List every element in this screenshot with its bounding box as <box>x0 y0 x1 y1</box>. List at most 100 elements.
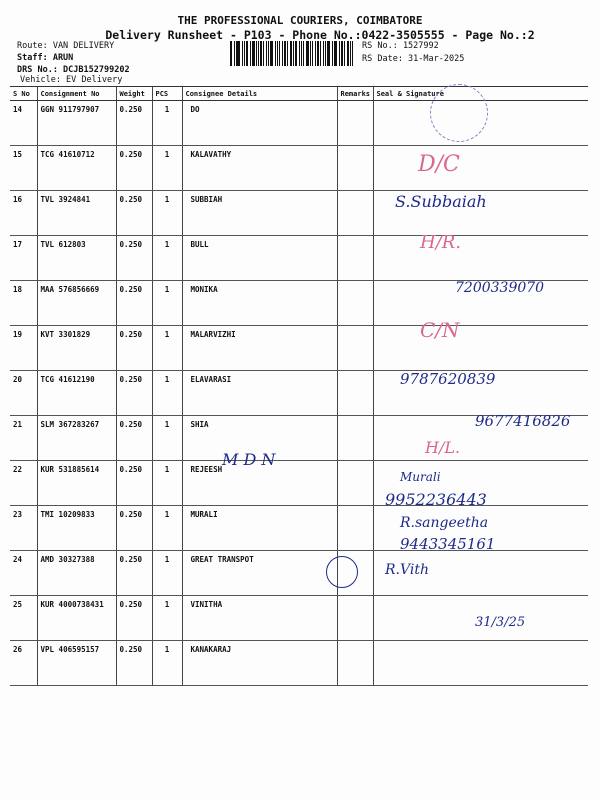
pieces: 1 <box>151 595 182 641</box>
seal-signature <box>372 145 588 191</box>
runsheet-subtitle: Delivery Runsheet - P103 - Phone No.:042… <box>105 28 535 42</box>
pieces: 1 <box>151 505 182 551</box>
consignee-name: KANAKARAJ <box>181 640 337 686</box>
serial-number: 22 <box>10 460 37 506</box>
serial-number: 25 <box>10 595 37 641</box>
handwritten-phone: 9787620839 <box>400 370 496 388</box>
consignee-name: REJEESH <box>181 460 337 506</box>
pieces: 1 <box>151 325 182 371</box>
serial-number: 18 <box>10 280 37 326</box>
seal-signature <box>372 370 588 416</box>
serial-number: 17 <box>10 235 37 281</box>
remarks <box>336 235 373 281</box>
weight: 0.250 <box>115 190 152 236</box>
consignment-number: SLM 367283267 <box>36 415 116 461</box>
seal-signature <box>372 640 588 686</box>
column-header: Weight <box>115 86 152 101</box>
table-row: 15 TCG 41610712 0.250 1 KALAVATHY <box>10 145 588 191</box>
consignee-name: BULL <box>181 235 337 281</box>
weight: 0.250 <box>115 325 152 371</box>
consignment-number: KUR 4000738431 <box>36 595 116 641</box>
consignment-number: TVL 612803 <box>36 235 116 281</box>
handwritten-phone: 7200339070 <box>455 280 545 296</box>
handwritten-remark: H/L. <box>425 438 461 457</box>
weight: 0.250 <box>115 145 152 191</box>
handwritten-remark: C/N <box>420 318 460 342</box>
serial-number: 19 <box>10 325 37 371</box>
column-header: Consignment No <box>36 86 116 101</box>
handwritten-phone: 9952236443 <box>385 490 487 509</box>
consignee-name: MALARVIZHI <box>181 325 337 371</box>
seal-signature <box>372 325 588 371</box>
table-row: 21 SLM 367283267 0.250 1 SHIA <box>10 415 588 461</box>
company-title: THE PROFESSIONAL COURIERS, COIMBATORE <box>177 14 423 27</box>
pieces: 1 <box>151 460 182 506</box>
vehicle: Vehicle: EV Delivery <box>20 75 123 85</box>
serial-number: 23 <box>10 505 37 551</box>
consignment-number: MAA 576856669 <box>36 280 116 326</box>
remarks <box>336 145 373 191</box>
handwritten-remark: H/R. <box>420 232 462 253</box>
weight: 0.250 <box>115 595 152 641</box>
serial-number: 15 <box>10 145 37 191</box>
table-row: 18 MAA 576856669 0.250 1 MONIKA <box>10 280 588 326</box>
pieces: 1 <box>151 100 182 146</box>
weight: 0.250 <box>115 550 152 596</box>
serial-number: 16 <box>10 190 37 236</box>
remarks <box>336 595 373 641</box>
weight: 0.250 <box>115 460 152 506</box>
consignment-number: AMD 30327388 <box>36 550 116 596</box>
serial-number: 20 <box>10 370 37 416</box>
consignment-number: TMI 10209833 <box>36 505 116 551</box>
pieces: 1 <box>151 190 182 236</box>
route: Route: VAN DELIVERY <box>17 41 115 51</box>
serial-number: 14 <box>10 100 37 146</box>
signature: Murali <box>400 470 441 484</box>
seal-signature <box>372 415 588 461</box>
table-row: 17 TVL 612803 0.250 1 BULL <box>10 235 588 281</box>
seal-signature <box>372 280 588 326</box>
remarks <box>336 190 373 236</box>
column-header: S No <box>10 86 37 101</box>
remarks <box>336 370 373 416</box>
signature: R.sangeetha <box>400 515 489 531</box>
seal-stamp-small <box>326 556 358 588</box>
weight: 0.250 <box>115 100 152 146</box>
table-row: 23 TMI 10209833 0.250 1 MURALI <box>10 505 588 551</box>
pieces: 1 <box>151 370 182 416</box>
remarks <box>336 280 373 326</box>
remarks <box>336 415 373 461</box>
consignment-number: KUR 531885614 <box>36 460 116 506</box>
consignment-number: TCG 41612190 <box>36 370 116 416</box>
column-header: PCS <box>151 86 182 101</box>
consignment-number: TCG 41610712 <box>36 145 116 191</box>
runsheet-table: S No Consignment No Weight PCS Consignee Det… <box>10 86 588 686</box>
handwritten-remark: D/C <box>418 152 460 177</box>
signature: S.Subbaiah <box>395 192 487 211</box>
table-row: 20 TCG 41612190 0.250 1 ELAVARASI <box>10 370 588 416</box>
weight: 0.250 <box>115 235 152 281</box>
weight: 0.250 <box>115 640 152 686</box>
consignment-number: TVL 3924841 <box>36 190 116 236</box>
serial-number: 21 <box>10 415 37 461</box>
serial-number: 24 <box>10 550 37 596</box>
consignee-name: DO <box>181 100 337 146</box>
consignee-name: SUBBIAH <box>181 190 337 236</box>
weight: 0.250 <box>115 370 152 416</box>
seal-signature <box>372 190 588 236</box>
seal-signature <box>372 460 588 506</box>
barcode <box>230 41 355 66</box>
remarks <box>336 460 373 506</box>
handwritten-date: 31/3/25 <box>475 615 526 630</box>
table-row: 14 GGN 911797907 0.250 1 DO <box>10 100 588 146</box>
remarks <box>336 505 373 551</box>
consignment-number: KVT 3301829 <box>36 325 116 371</box>
table-row: 16 TVL 3924841 0.250 1 SUBBIAH <box>10 190 588 236</box>
remarks <box>336 100 373 146</box>
table-row: 24 AMD 30327388 0.250 1 GREAT TRANSPOT <box>10 550 588 596</box>
seal-signature <box>372 505 588 551</box>
signature: R.Vith <box>385 562 429 578</box>
consignee-name: SHIA <box>181 415 337 461</box>
table-row: 22 KUR 531885614 0.250 1 REJEESH <box>10 460 588 506</box>
